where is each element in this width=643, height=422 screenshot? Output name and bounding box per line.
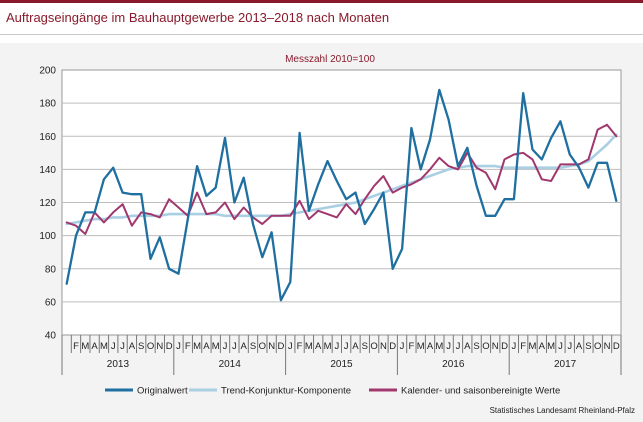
month-label: A [539,341,546,352]
month-label: J [334,341,339,352]
month-label: M [193,341,201,352]
month-label: A [203,341,210,352]
line-chart: Messzahl 2010=100 40 60 80 100 120 140 160 180 2… [39,54,622,397]
y-tick-label: 160 [39,132,56,143]
month-label: J [511,341,516,352]
month-label: O [482,341,489,352]
chart-subtitle: Messzahl 2010=100 [285,54,375,65]
month-label: D [278,341,285,352]
month-label: A [427,341,434,352]
y-tick-label: 60 [45,297,57,308]
y-tick-label: 80 [45,264,57,275]
month-label: M [324,341,332,352]
month-label: M [100,341,108,352]
month-label: J [567,341,572,352]
year-label: 2013 [107,359,130,370]
month-label: M [212,341,220,352]
series-group [65,88,618,302]
month-label: S [362,341,368,352]
y-tick-label: 40 [45,331,57,342]
y-tick-label: 100 [39,231,56,242]
month-label: M [547,341,555,352]
month-label: O [594,341,601,352]
month-label: N [380,341,387,352]
month-label: O [370,341,377,352]
y-tick-label: 120 [39,198,56,209]
month-label: N [604,341,611,352]
top-accent-bar [0,0,643,3]
month-label: M [81,341,89,352]
month-label: S [473,341,479,352]
month-label: A [352,341,359,352]
page-title: Auftragseingänge im Bauhauptgewerbe 2013… [6,10,390,25]
month-label: J [223,341,228,352]
month-label: A [241,341,248,352]
year-label: 2017 [554,359,577,370]
month-label: O [259,341,266,352]
month-label: D [166,341,173,352]
month-label: F [408,341,414,352]
month-label: S [138,341,144,352]
legend: Originalwert Trend-Konjunktur-Komponente K… [105,386,560,397]
month-label: J [456,341,461,352]
month-label: A [129,341,136,352]
source-note: Statistisches Landesamt Rheinland-Pfalz [489,406,635,415]
month-label: J [232,341,237,352]
month-label: N [156,341,163,352]
month-label: F [185,341,191,352]
month-label: O [147,341,154,352]
month-label: M [305,341,313,352]
month-label: A [315,341,322,352]
legend-label: Kalender- und saisonbereinigte Werte [401,386,560,397]
gridlines [62,102,621,303]
month-label: J [120,341,125,352]
month-label: J [400,341,405,352]
legend-label: Originalwert [137,386,188,397]
month-label: J [176,341,181,352]
month-label: N [492,341,499,352]
y-tick-label: 140 [39,165,56,176]
month-label: A [576,341,583,352]
month-label: D [613,341,620,352]
month-label: J [558,341,563,352]
month-label: F [73,341,79,352]
month-label: J [446,341,451,352]
year-label: 2015 [330,359,353,370]
month-label: N [268,341,275,352]
title-divider [0,34,643,35]
month-label: A [91,341,98,352]
month-label: S [585,341,591,352]
month-label: D [389,341,396,352]
month-label: D [501,341,508,352]
month-label: F [520,341,526,352]
month-label: J [111,341,116,352]
month-label: M [529,341,537,352]
month-label: M [417,341,425,352]
month-label: F [297,341,303,352]
year-label: 2014 [219,359,242,370]
month-label: S [250,341,256,352]
series-line [65,88,618,302]
legend-label: Trend-Konjunktur-Komponente [221,386,351,397]
y-axis: 40 60 80 100 120 140 160 180 200 [39,66,56,342]
year-label: 2016 [442,359,465,370]
month-label: A [464,341,471,352]
month-label: M [435,341,443,352]
y-tick-label: 200 [39,66,56,77]
month-label: J [344,341,349,352]
series-line [65,123,618,235]
y-tick-label: 180 [39,99,56,110]
month-label: J [288,341,293,352]
